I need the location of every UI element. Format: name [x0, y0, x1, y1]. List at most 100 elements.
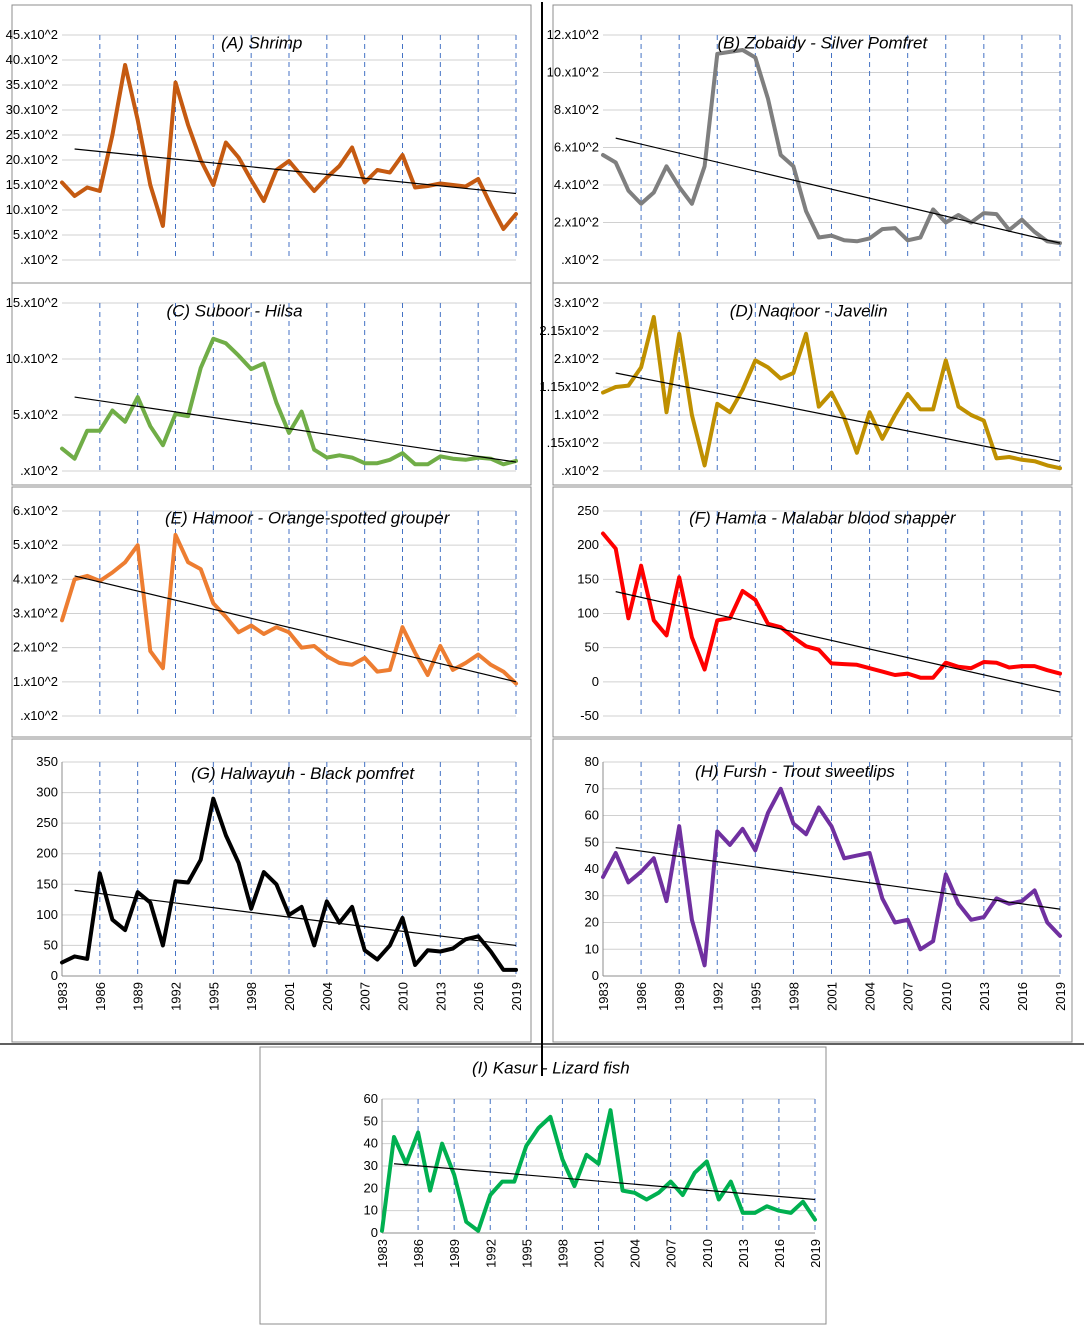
data-series-line: [380, 1108, 817, 1233]
y-tick-label: 30.x10^2: [6, 102, 58, 117]
chart-panel: -50 0 50 100 150 200 250 (F) Hamra - Malabar bl…: [577, 503, 1062, 723]
trend-line: [615, 137, 1061, 244]
x-tick-label: 1995: [206, 982, 221, 1011]
y-tick-label: 50: [585, 640, 599, 655]
trend-line: [615, 372, 1061, 462]
chart-panel: 0 50 100 150 200 250 300 350 1983 1986 1989 1992 199…: [36, 754, 524, 1011]
x-tick-label: 2013: [433, 982, 448, 1011]
y-tick-label: 350: [36, 754, 58, 769]
y-tick-label: 1.x10^2: [554, 407, 599, 422]
x-tick-label: 2016: [1015, 982, 1030, 1011]
x-tick-label: 2016: [772, 1239, 787, 1268]
y-tick-label: 12.x10^2: [547, 27, 599, 42]
x-tick-label: 1995: [748, 982, 763, 1011]
y-tick-label: 40.x10^2: [6, 52, 58, 67]
x-tick-label: 2007: [358, 982, 373, 1011]
y-tick-label: 1.15x10^2: [539, 379, 599, 394]
panel-frame: [11, 486, 532, 738]
y-tick-label: 2.x10^2: [554, 215, 599, 230]
y-tick-label: 60: [364, 1091, 378, 1106]
panel-frame: [552, 282, 1073, 486]
x-tick-label: 1989: [672, 982, 687, 1011]
y-tick-label: 0: [592, 968, 599, 983]
x-tick-label: 2019: [1053, 982, 1068, 1011]
y-tick-label: 0: [51, 968, 58, 983]
chart-title: (I) Kasur - Lizard fish: [472, 1059, 630, 1078]
y-tick-label: 4.x10^2: [13, 571, 58, 586]
y-tick-label: 1.x10^2: [13, 674, 58, 689]
chart-panel: 0 10 20 30 40 50 60 70 80 1983 1986 1989 1992 1995 199…: [585, 754, 1068, 1011]
y-tick-label: 4.x10^2: [554, 177, 599, 192]
x-tick-label: 1998: [244, 982, 259, 1011]
data-series-line: [601, 48, 1062, 246]
y-tick-label: 100: [36, 907, 58, 922]
y-tick-label: 50: [364, 1113, 378, 1128]
y-tick-label: .x10^2: [20, 463, 58, 478]
y-tick-label: .x10^2: [561, 463, 599, 478]
x-tick-label: 1992: [710, 982, 725, 1011]
data-series-line: [60, 63, 518, 231]
x-tick-label: 2019: [808, 1239, 823, 1268]
y-tick-label: 40: [585, 861, 599, 876]
x-tick-label: 2010: [396, 982, 411, 1011]
trend-line: [74, 396, 517, 463]
trend-line: [615, 847, 1061, 910]
y-tick-label: 60: [585, 808, 599, 823]
y-tick-label: 15.x10^2: [6, 295, 58, 310]
chart-title: (B) Zobaidy - Silver Pomfret: [717, 34, 928, 53]
x-tick-label: 2010: [939, 982, 954, 1011]
y-tick-label: 10.x10^2: [547, 65, 599, 80]
y-tick-label: 10.x10^2: [6, 351, 58, 366]
y-tick-label: 8.x10^2: [554, 102, 599, 117]
y-tick-label: 3.x10^2: [13, 606, 58, 621]
trend-line: [74, 575, 517, 683]
y-tick-label: 0: [592, 674, 599, 689]
data-series-line: [60, 532, 518, 686]
y-tick-label: 3.x10^2: [554, 295, 599, 310]
x-tick-label: 2010: [700, 1239, 715, 1268]
panel-frame: [11, 738, 532, 1043]
chart-panel: 0 10 20 30 40 50 60 1983 1986 1989 1992 1995 1998 200…: [364, 1059, 823, 1268]
x-tick-label: 2019: [509, 982, 524, 1011]
data-series-line: [60, 336, 518, 467]
y-tick-label: .15x10^2: [547, 435, 599, 450]
y-tick-label: 2.x10^2: [13, 640, 58, 655]
x-tick-label: 1995: [519, 1239, 534, 1268]
x-tick-label: 1986: [634, 982, 649, 1011]
y-tick-label: 50: [44, 937, 58, 952]
chart-title: (G) Halwayuh - Black pomfret: [191, 764, 415, 783]
chart-title: (C) Suboor - Hilsa: [166, 301, 302, 320]
y-tick-label: 10: [585, 941, 599, 956]
y-tick-label: 200: [36, 846, 58, 861]
chart-panel: .x10^2 5.x10^2 10.x10^2 15.x10^2 (C) Suboor …: [6, 295, 518, 478]
x-tick-label: 1992: [483, 1239, 498, 1268]
y-tick-label: 6.x10^2: [13, 503, 58, 518]
panel-frame: [11, 282, 532, 486]
y-tick-label: 70: [585, 781, 599, 796]
y-tick-label: 20: [364, 1180, 378, 1195]
y-tick-label: .x10^2: [20, 708, 58, 723]
x-tick-label: 2013: [977, 982, 992, 1011]
y-tick-label: 50: [585, 834, 599, 849]
x-tick-label: 1986: [93, 982, 108, 1011]
chart-panel: .x10^2 .15x10^2 1.x10^2 1.15x10^2 2.x10^2 2.1…: [539, 295, 1062, 478]
x-tick-label: 2004: [863, 982, 878, 1011]
y-tick-label: 30: [585, 888, 599, 903]
x-tick-label: 2013: [736, 1239, 751, 1268]
x-tick-label: 2016: [471, 982, 486, 1011]
y-tick-label: 80: [585, 754, 599, 769]
x-tick-label: 2007: [901, 982, 916, 1011]
y-tick-label: 5.x10^2: [13, 537, 58, 552]
y-tick-label: 250: [577, 503, 599, 518]
y-tick-label: 20.x10^2: [6, 152, 58, 167]
y-tick-label: 200: [577, 537, 599, 552]
y-tick-label: 25.x10^2: [6, 127, 58, 142]
chart-title: (H) Fursh - Trout sweetlips: [695, 762, 895, 781]
trend-line: [615, 591, 1061, 693]
y-tick-label: 10.x10^2: [6, 202, 58, 217]
y-tick-label: -50: [580, 708, 599, 723]
y-tick-label: 5.x10^2: [13, 407, 58, 422]
y-tick-label: 40: [364, 1136, 378, 1151]
chart-panel: .x10^2 2.x10^2 4.x10^2 6.x10^2 8.x10^2 10.x10…: [547, 27, 1062, 267]
panel-frame: [552, 486, 1073, 738]
